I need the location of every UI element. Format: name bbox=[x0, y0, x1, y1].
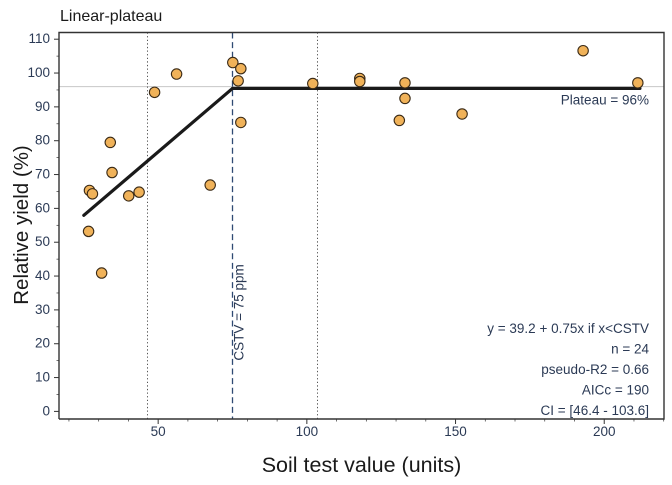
svg-text:50: 50 bbox=[151, 424, 166, 439]
svg-text:200: 200 bbox=[593, 424, 616, 439]
svg-text:n = 24: n = 24 bbox=[611, 342, 649, 357]
svg-text:110: 110 bbox=[28, 31, 50, 46]
svg-text:80: 80 bbox=[35, 133, 50, 148]
svg-text:Plateau = 96%: Plateau = 96% bbox=[561, 93, 649, 108]
svg-text:90: 90 bbox=[35, 99, 50, 114]
svg-text:30: 30 bbox=[35, 302, 50, 317]
svg-text:100: 100 bbox=[27, 65, 50, 80]
svg-text:0: 0 bbox=[42, 403, 50, 418]
svg-text:70: 70 bbox=[35, 167, 50, 182]
svg-text:pseudo-R2 = 0.66: pseudo-R2 = 0.66 bbox=[541, 362, 649, 377]
svg-text:10: 10 bbox=[35, 370, 50, 385]
svg-text:20: 20 bbox=[35, 336, 50, 351]
svg-text:AICc = 190: AICc = 190 bbox=[582, 383, 649, 398]
svg-text:y = 39.2 + 0.75x if x<CSTV: y = 39.2 + 0.75x if x<CSTV bbox=[487, 321, 649, 336]
svg-text:150: 150 bbox=[444, 424, 467, 439]
svg-text:CSTV = 75 ppm: CSTV = 75 ppm bbox=[232, 264, 247, 360]
svg-text:60: 60 bbox=[35, 200, 50, 215]
svg-text:50: 50 bbox=[35, 234, 50, 249]
svg-text:40: 40 bbox=[35, 268, 50, 283]
svg-text:100: 100 bbox=[296, 424, 319, 439]
svg-text:CI = [46.4 - 103.6]: CI = [46.4 - 103.6] bbox=[541, 403, 649, 418]
